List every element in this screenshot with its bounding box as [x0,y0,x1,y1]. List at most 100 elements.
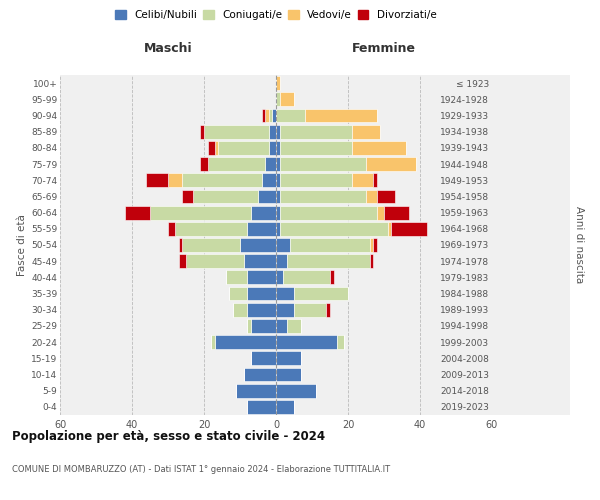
Bar [236,384,276,398]
Bar [247,270,276,284]
Bar [326,303,330,316]
Bar [370,254,373,268]
Bar [366,190,377,203]
Bar [168,174,182,187]
Bar [168,222,175,235]
Bar [179,238,182,252]
Bar [294,303,326,316]
Bar [272,108,276,122]
Bar [179,254,186,268]
Bar [283,270,330,284]
Bar [125,206,150,220]
Bar [247,303,276,316]
Bar [276,384,316,398]
Bar [276,286,294,300]
Bar [175,222,247,235]
Bar [370,238,373,252]
Bar [208,157,265,171]
Bar [200,125,204,138]
Bar [276,141,280,154]
Bar [280,174,352,187]
Legend: Celibi/Nubili, Coniugati/e, Vedovi/e, Divorziati/e: Celibi/Nubili, Coniugati/e, Vedovi/e, Di… [115,10,437,20]
Bar [262,108,265,122]
Bar [352,174,373,187]
Bar [182,238,240,252]
Bar [186,254,244,268]
Bar [391,222,427,235]
Bar [265,108,269,122]
Bar [276,206,280,220]
Y-axis label: Anni di nascita: Anni di nascita [574,206,584,284]
Bar [287,319,301,333]
Text: Femmine: Femmine [352,42,416,55]
Bar [276,238,290,252]
Bar [146,174,168,187]
Text: Maschi: Maschi [143,42,193,55]
Bar [305,108,377,122]
Bar [251,352,276,365]
Bar [229,286,247,300]
Bar [269,125,276,138]
Bar [276,400,294,414]
Bar [247,286,276,300]
Bar [182,190,193,203]
Bar [244,254,276,268]
Bar [251,206,276,220]
Bar [276,157,280,171]
Bar [384,206,409,220]
Bar [215,336,276,349]
Bar [377,190,395,203]
Bar [280,125,352,138]
Bar [280,92,294,106]
Bar [204,125,269,138]
Y-axis label: Fasce di età: Fasce di età [17,214,27,276]
Bar [276,303,294,316]
Bar [373,238,377,252]
Bar [276,352,301,365]
Bar [218,141,269,154]
Bar [269,141,276,154]
Bar [208,141,215,154]
Bar [150,206,251,220]
Bar [244,368,276,382]
Bar [276,222,280,235]
Bar [352,141,406,154]
Bar [287,254,370,268]
Bar [280,157,366,171]
Bar [251,319,276,333]
Bar [280,190,366,203]
Bar [276,125,280,138]
Bar [276,368,301,382]
Bar [352,125,380,138]
Bar [276,336,337,349]
Bar [200,157,208,171]
Bar [276,254,287,268]
Bar [276,190,280,203]
Bar [215,141,218,154]
Bar [388,222,391,235]
Bar [280,222,388,235]
Bar [182,174,262,187]
Bar [276,270,283,284]
Bar [265,157,276,171]
Bar [258,190,276,203]
Bar [330,270,334,284]
Bar [373,174,377,187]
Bar [366,157,416,171]
Bar [280,206,377,220]
Bar [377,206,384,220]
Bar [337,336,344,349]
Bar [276,76,280,90]
Bar [276,319,287,333]
Text: Popolazione per età, sesso e stato civile - 2024: Popolazione per età, sesso e stato civil… [12,430,325,443]
Bar [262,174,276,187]
Bar [247,222,276,235]
Bar [211,336,215,349]
Bar [290,238,370,252]
Bar [247,400,276,414]
Bar [240,238,276,252]
Bar [269,108,272,122]
Bar [276,108,305,122]
Bar [233,303,247,316]
Text: COMUNE DI MOMBARUZZO (AT) - Dati ISTAT 1° gennaio 2024 - Elaborazione TUTTITALIA: COMUNE DI MOMBARUZZO (AT) - Dati ISTAT 1… [12,465,390,474]
